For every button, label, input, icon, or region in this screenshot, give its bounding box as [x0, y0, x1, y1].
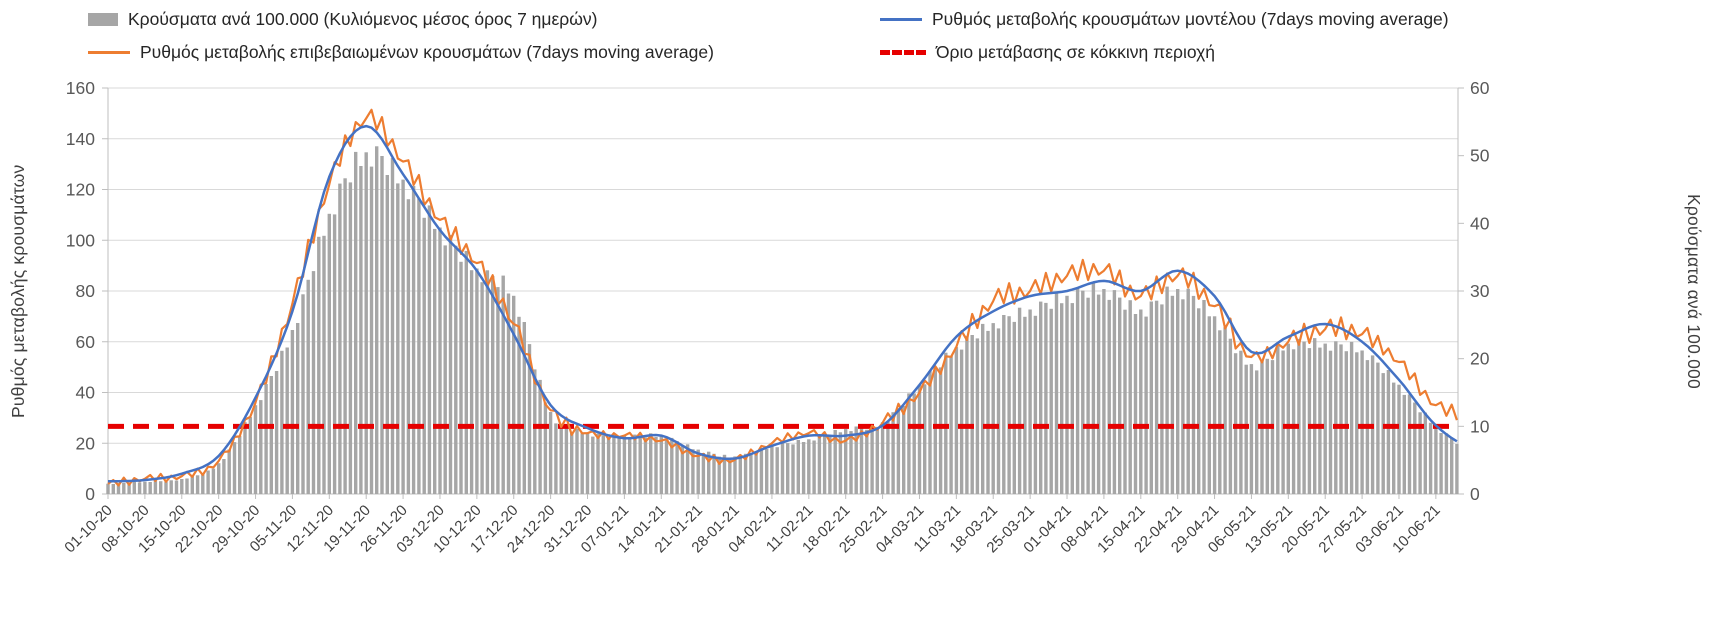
right-axis-title: Κρούσματα ανά 100.000 — [1684, 193, 1704, 389]
legend-label-cases-per-100k: Κρούσματα ανά 100.000 (Κυλιόμενος μέσος … — [128, 9, 598, 29]
svg-text:0: 0 — [1470, 484, 1480, 504]
gridlines-and-axes — [102, 87, 1464, 499]
model-line-swatch-icon — [880, 18, 922, 21]
confirmed-cases-rate-line — [107, 108, 1458, 487]
legend-label-red-zone-threshold: Όριο μετάβασης σε κόκκινη περιοχή — [936, 42, 1216, 62]
legend-item-red-zone-threshold: Όριο μετάβασης σε κόκκινη περιοχή — [880, 42, 1215, 63]
svg-text:20: 20 — [76, 433, 96, 453]
threshold-dash-swatch-icon — [880, 50, 926, 55]
legend-item-model-rate: Ρυθμός μεταβολής κρουσμάτων μοντέλου (7d… — [880, 9, 1449, 30]
legend-label-confirmed-rate: Ρυθμός μεταβολής επιβεβαιωμένων κρουσμάτ… — [140, 42, 714, 62]
bar-series-swatch-icon — [88, 13, 118, 26]
svg-text:140: 140 — [66, 129, 95, 149]
legend-label-model-rate: Ρυθμός μεταβολής κρουσμάτων μοντέλου (7d… — [932, 9, 1449, 29]
left-axis-tick-labels: 0 20 40 60 80 100 120 140 160 — [66, 78, 95, 504]
svg-text:60: 60 — [1470, 78, 1490, 98]
svg-text:80: 80 — [76, 281, 96, 301]
svg-text:120: 120 — [66, 180, 95, 200]
model-cases-rate-line — [107, 124, 1458, 483]
svg-text:10: 10 — [1470, 416, 1490, 436]
x-axis-tick-labels: 01-10-2008-10-2015-10-2022-10-2029-10-20… — [61, 502, 1443, 556]
legend-item-confirmed-rate: Ρυθμός μεταβολής επιβεβαιωμένων κρουσμάτ… — [88, 42, 714, 63]
svg-text:160: 160 — [66, 78, 95, 98]
confirmed-line-swatch-icon — [88, 51, 130, 54]
svg-text:100: 100 — [66, 230, 95, 250]
svg-text:20: 20 — [1470, 349, 1490, 369]
right-axis-tick-labels: 0 10 20 30 40 50 60 — [1470, 78, 1490, 504]
svg-text:30: 30 — [1470, 281, 1490, 301]
svg-text:60: 60 — [76, 332, 96, 352]
legend-item-cases-per-100k: Κρούσματα ανά 100.000 (Κυλιόμενος μέσος … — [88, 9, 597, 30]
svg-text:40: 40 — [76, 383, 96, 403]
svg-text:0: 0 — [85, 484, 95, 504]
svg-text:50: 50 — [1470, 146, 1490, 166]
cases-bars-series — [106, 146, 1459, 495]
svg-text:40: 40 — [1470, 213, 1490, 233]
